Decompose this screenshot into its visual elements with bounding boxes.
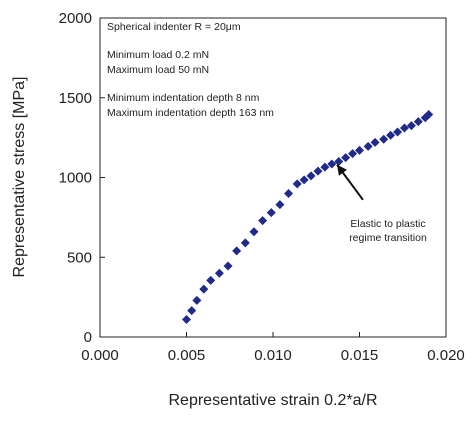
data-point bbox=[370, 137, 380, 147]
data-point bbox=[334, 157, 344, 167]
data-point bbox=[206, 275, 216, 285]
x-tick-label: 0.020 bbox=[427, 347, 465, 364]
data-point bbox=[424, 109, 434, 119]
data-point bbox=[284, 188, 294, 198]
data-point bbox=[348, 149, 358, 159]
data-point bbox=[341, 153, 351, 163]
y-tick-label: 500 bbox=[67, 249, 92, 266]
data-point bbox=[192, 295, 202, 305]
annotation-arrow-head bbox=[337, 164, 347, 176]
data-point bbox=[313, 166, 323, 176]
data-point bbox=[327, 159, 337, 169]
data-point bbox=[182, 314, 191, 324]
data-point bbox=[299, 175, 309, 185]
data-point bbox=[292, 179, 302, 189]
y-tick-label: 1000 bbox=[59, 170, 92, 187]
data-point bbox=[199, 284, 209, 294]
data-point bbox=[240, 238, 250, 248]
annotation-label: regime transition bbox=[349, 232, 427, 244]
data-point bbox=[386, 130, 396, 140]
data-point bbox=[232, 246, 242, 256]
axis-ticks: 0.000 0.005 0.010 0.015 0.020 0 500 1000 1500 200… bbox=[59, 10, 465, 364]
data-point bbox=[223, 261, 233, 271]
data-points bbox=[182, 109, 434, 324]
data-point bbox=[249, 227, 259, 237]
data-point bbox=[320, 162, 330, 172]
data-point bbox=[187, 306, 197, 316]
y-axis-label: Representative stress [MPa] bbox=[11, 77, 28, 278]
x-tick-label: 0.015 bbox=[341, 347, 379, 364]
data-point bbox=[214, 268, 224, 278]
x-axis-label: Representative strain 0.2*a/R bbox=[169, 392, 378, 409]
data-point bbox=[355, 145, 364, 155]
y-tick-label: 0 bbox=[84, 329, 92, 346]
data-point bbox=[399, 123, 409, 133]
data-point bbox=[413, 117, 423, 127]
info-line: Spherical indenter R = 20μm bbox=[107, 21, 241, 33]
x-tick-label: 0.000 bbox=[81, 347, 119, 364]
data-point bbox=[393, 127, 403, 137]
data-point bbox=[379, 134, 389, 144]
info-line: Maximum indentation depth 163 nm bbox=[107, 107, 274, 119]
x-tick-label: 0.005 bbox=[168, 347, 206, 364]
annotation-label: Elastic to plastic bbox=[350, 218, 425, 230]
info-box: Spherical indenter R = 20μm Minimum load … bbox=[107, 21, 274, 119]
data-point bbox=[266, 208, 276, 218]
info-line: Minimum indentation depth 8 nm bbox=[107, 92, 260, 104]
info-line: Minimum load 0.2 mN bbox=[107, 49, 209, 61]
y-tick-label: 2000 bbox=[59, 10, 92, 27]
data-point bbox=[275, 200, 285, 210]
data-point bbox=[258, 216, 268, 226]
y-tick-label: 1500 bbox=[59, 90, 92, 107]
info-line: Maximum load 50 mN bbox=[107, 64, 209, 76]
data-point bbox=[363, 141, 373, 151]
data-point bbox=[306, 171, 316, 181]
data-point bbox=[406, 121, 416, 131]
transition-annotation: Elastic to plastic regime transition bbox=[336, 164, 427, 244]
x-tick-label: 0.010 bbox=[254, 347, 292, 364]
